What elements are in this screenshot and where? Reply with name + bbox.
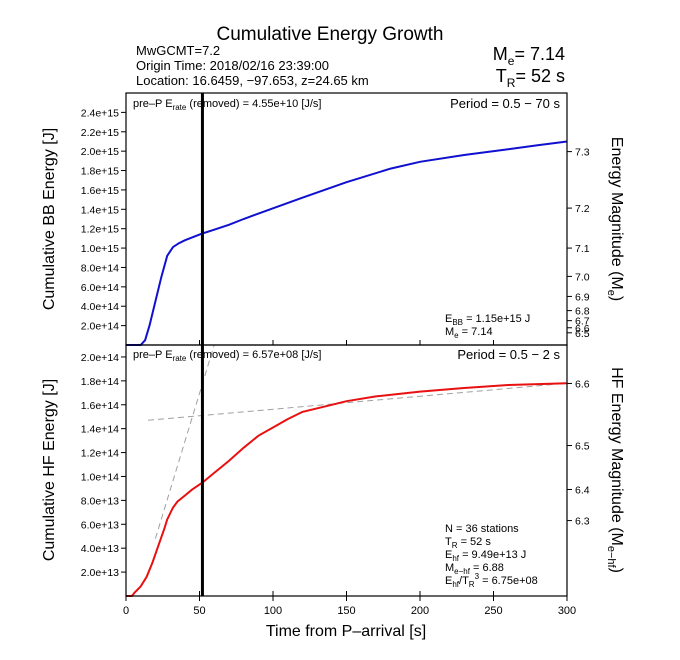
y2-tick-label: 6.8 <box>575 306 590 318</box>
chart-title: Cumulative Energy Growth <box>216 24 443 45</box>
bottom-y2-axis: 6.3 6.4 6.5 6.6 <box>567 378 590 528</box>
y2-tick-label: 6.6 <box>575 378 590 390</box>
y2-tick-label: 7.0 <box>575 271 590 283</box>
origin-time: Origin Time: 2018/02/16 23:39:00 <box>136 58 329 73</box>
top-y2-label: Energy Magnitude (Me) <box>605 137 625 301</box>
y-tick-label: 6.0e+14 <box>81 282 119 294</box>
y-tick-label: 4.0e+13 <box>81 543 119 555</box>
y-tick-label: 1.0e+14 <box>81 471 119 483</box>
y-tick-label: 1.8e+14 <box>81 376 119 388</box>
x-tick-label: 50 <box>193 605 205 617</box>
y2-tick-label: 6.5 <box>575 441 590 453</box>
y2-tick-label: 6.6 <box>575 323 590 335</box>
top-plot-frame <box>125 92 568 346</box>
x-tick-label: 300 <box>558 605 576 617</box>
y-tick-label: 8.0e+14 <box>81 262 119 274</box>
y-tick-label: 1.2e+15 <box>81 224 119 236</box>
y-tick-label: 2.0e+14 <box>81 352 119 364</box>
x-axis-label: Time from P–arrival [s] <box>266 623 426 640</box>
bottom-y-label: Cumulative HF Energy [J] <box>41 379 58 561</box>
y-tick-label: 4.0e+14 <box>81 301 119 313</box>
y-tick-label: 2.0e+14 <box>81 321 119 333</box>
x-tick-label: 0 <box>123 605 129 617</box>
y-tick-label: 2.2e+15 <box>81 127 119 139</box>
bottom-y2-label: HF Energy Magnitude (Me−hf) <box>605 367 625 573</box>
y-tick-label: 1.4e+15 <box>81 204 119 216</box>
y-tick-label: 8.0e+13 <box>81 495 119 507</box>
top-y2-axis: 6.56.66.76.8 6.9 7.0 7.1 7.2 7.3 <box>567 147 590 340</box>
y-tick-label: 1.4e+14 <box>81 424 119 436</box>
tangent-lines <box>148 344 568 539</box>
top-y-label: Cumulative BB Energy [J] <box>41 128 58 310</box>
bottom-y-axis: 2.0e+13 4.0e+13 6.0e+13 8.0e+13 1.0e+14 1.2e+… <box>81 352 126 579</box>
bb-energy-series <box>126 140 568 346</box>
y-tick-label: 1.6e+14 <box>81 400 119 412</box>
y2-tick-label: 6.5 <box>575 328 590 340</box>
bottom-panel: 2.0e+13 4.0e+13 6.0e+13 8.0e+13 1.0e+14 1.2e+… <box>41 340 625 640</box>
y2-tick-label: 6.7 <box>575 316 590 328</box>
y-tick-label: 1.2e+14 <box>81 448 119 460</box>
event-magnitude: MwGCMT=7.2 <box>136 43 220 58</box>
bottom-mehf-annotation: Me−hf = 6.88 <box>445 562 504 576</box>
bottom-ehf-annotation: Ehf = 9.49e+13 J <box>445 549 526 563</box>
bottom-prep-rate: pre–P Erate (removed) = 6.57e+08 [J/s] <box>133 349 322 363</box>
top-prep-rate: pre–P Erate (removed) = 4.55e+10 [J/s] <box>133 98 322 112</box>
x-axis: 0 50 100 150 200 250 300 <box>123 340 576 617</box>
bottom-period: Period = 0.5 − 2 s <box>457 347 560 362</box>
tr-readout: TR= 52 s <box>496 66 565 90</box>
me-readout: Me= 7.14 <box>493 44 565 68</box>
y-tick-label: 6.0e+13 <box>81 519 119 531</box>
y-tick-label: 1.6e+15 <box>81 185 119 197</box>
top-me-annotation: Me = 7.14 <box>445 326 493 340</box>
y2-tick-label: 7.1 <box>575 243 590 255</box>
x-tick-label: 100 <box>264 605 282 617</box>
tangent-line <box>154 344 215 539</box>
y-tick-label: 2.0e+15 <box>81 146 119 158</box>
top-period: Period = 0.5 − 70 s <box>450 96 560 111</box>
x-tick-label: 200 <box>411 605 429 617</box>
y-tick-label: 1.8e+15 <box>81 166 119 178</box>
bottom-stations: N = 36 stations <box>445 523 519 535</box>
y2-tick-label: 7.2 <box>575 203 590 215</box>
bottom-tr-annotation: TR = 52 s <box>445 536 491 550</box>
x-tick-label: 150 <box>337 605 355 617</box>
location: Location: 16.6459, −97.653, z=24.65 km <box>136 73 369 88</box>
top-ebb-annotation: EBB = 1.15e+15 J <box>445 313 530 327</box>
x-tick-label: 250 <box>484 605 502 617</box>
bottom-ratio-annotation: Ehf/TR3 = 6.75e+08 <box>445 572 538 589</box>
tangent-line <box>148 382 568 421</box>
y2-tick-label: 6.9 <box>575 291 590 303</box>
y-tick-label: 1.0e+15 <box>81 243 119 255</box>
y2-tick-label: 6.4 <box>575 484 590 496</box>
y-tick-label: 2.0e+13 <box>81 567 119 579</box>
y-tick-label: 2.4e+15 <box>81 107 119 119</box>
top-panel: 2.0e+14 4.0e+14 6.0e+14 8.0e+14 1.0e+15 1.2e+… <box>41 92 625 346</box>
top-y-axis: 2.0e+14 4.0e+14 6.0e+14 8.0e+14 1.0e+15 1.2e+… <box>81 107 126 333</box>
y2-tick-label: 7.3 <box>575 147 590 159</box>
y2-tick-label: 6.3 <box>575 516 590 528</box>
